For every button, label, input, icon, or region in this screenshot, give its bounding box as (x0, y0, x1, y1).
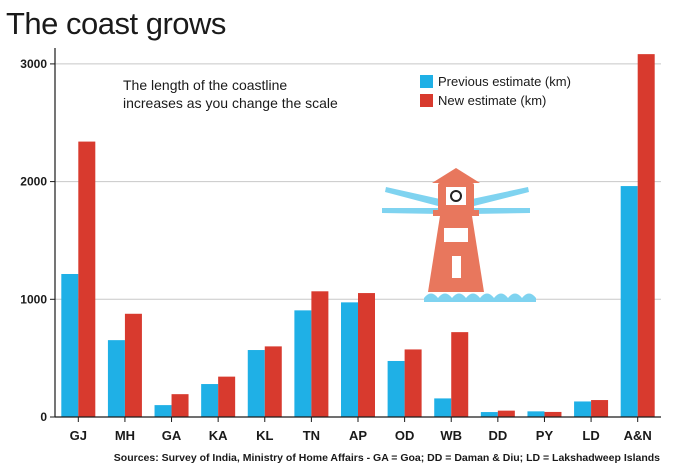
x-tick-label: MH (115, 428, 135, 443)
legend-label-previous: Previous estimate (km) (438, 74, 571, 89)
lighthouse-icon (382, 168, 536, 302)
y-tick-label: 3000 (20, 57, 47, 71)
chart-title: The coast grows (6, 6, 226, 41)
bar-previous-gj (61, 273, 79, 417)
bar-new-ap (358, 293, 375, 417)
axis-ticks: 0 1000 2000 3000 GJ MH GA KA KL TN AP OD WB DD PY LD A&N (20, 48, 661, 443)
x-tick-label: LD (582, 428, 599, 443)
legend-label-new: New estimate (km) (438, 93, 546, 108)
bar-new-dd (497, 410, 515, 417)
bar-new-an (637, 54, 655, 418)
bar-previous-ka (201, 384, 219, 417)
x-tick-label: TN (303, 428, 320, 443)
legend-swatch-new (420, 94, 433, 107)
y-tick-label: 2000 (20, 175, 47, 189)
x-tick-label: KL (256, 428, 273, 443)
bar-new-od (404, 349, 422, 417)
x-tick-label: PY (536, 428, 554, 443)
bar-previous-od (387, 360, 405, 417)
bar-previous-py (527, 411, 545, 417)
bar-new-ga (171, 394, 189, 417)
bar-new-tn (311, 291, 329, 417)
bar-previous-tn (294, 310, 312, 417)
bar-new-ld (591, 400, 609, 417)
x-tick-label: AP (349, 428, 367, 443)
legend-swatch-previous (420, 75, 433, 88)
bar-previous-kl (247, 350, 265, 417)
bar-new-gj (78, 141, 96, 417)
bar-previous-ap (341, 302, 358, 417)
bar-previous-ld (574, 401, 592, 417)
y-tick-label: 0 (40, 410, 47, 424)
x-tick-label: GA (162, 428, 182, 443)
bar-new-kl (264, 346, 282, 417)
bar-new-wb (451, 332, 469, 417)
annotation: The length of the coastline increases as… (123, 77, 338, 111)
bar-previous-mh (107, 340, 125, 417)
annotation-line-2: increases as you change the scale (123, 95, 338, 111)
x-tick-label: DD (488, 428, 507, 443)
bar-previous-wb (434, 398, 452, 417)
source-note: Sources: Survey of India, Ministry of Ho… (114, 452, 660, 464)
legend: Previous estimate (km) New estimate (km) (420, 74, 571, 108)
x-tick-label: OD (395, 428, 415, 443)
bar-new-ka (218, 376, 236, 417)
bar-new-py (544, 411, 562, 417)
bar-previous-ga (154, 405, 172, 417)
bar-previous-an (620, 186, 638, 417)
x-tick-label: GJ (70, 428, 87, 443)
bar-previous-dd (480, 412, 498, 417)
bars (61, 54, 655, 418)
x-tick-label: A&N (624, 428, 652, 443)
x-tick-label: KA (209, 428, 228, 443)
y-tick-label: 1000 (20, 292, 47, 306)
x-tick-label: WB (440, 428, 462, 443)
bar-new-mh (124, 313, 142, 417)
annotation-line-1: The length of the coastline (123, 77, 287, 93)
